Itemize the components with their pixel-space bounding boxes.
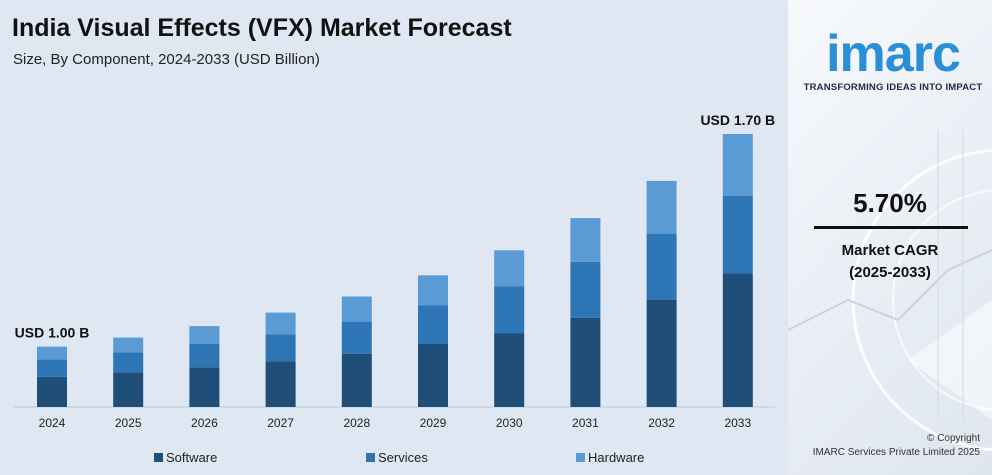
bar-hardware-2025: [113, 337, 144, 353]
chart-title: India Visual Effects (VFX) Market Foreca…: [12, 14, 512, 42]
legend-item-hardware: Hardware: [576, 450, 644, 465]
logo-wordmark: imarc: [826, 25, 961, 83]
bar-hardware-2028: [341, 296, 372, 322]
bar-hardware-2024: [37, 346, 67, 360]
copyright-symbol-text: © Copyright: [927, 433, 980, 444]
bar-services-2028: [341, 321, 372, 354]
bar-hardware-2029: [418, 275, 448, 306]
bar-services-2024: [37, 359, 67, 377]
bar-software-2025: [113, 372, 144, 407]
chart-panel: India Visual Effects (VFX) Market Foreca…: [0, 0, 788, 475]
imarc-logo: imarc TRANSFORMING IDEAS INTO IMPACT: [798, 28, 988, 93]
bar-software-2031: [570, 317, 601, 407]
bar-services-2025: [113, 352, 144, 373]
x-tick-label-2025: 2025: [115, 416, 142, 430]
x-tick-label-2031: 2031: [572, 416, 599, 430]
bar-software-2029: [418, 344, 448, 407]
bar-chart: 2024 2025 2026 2027 2028 2029 2030 2031 2032 2033…: [14, 112, 775, 430]
cagr-label-block: Market CAGR (2025-2033): [788, 240, 992, 284]
bar-software-2030: [494, 333, 525, 407]
legend-item-software: Software: [154, 450, 217, 465]
bar-services-2031: [570, 261, 601, 318]
value-annotation-2024: USD 1.00 B: [15, 325, 90, 341]
cagr-divider: [814, 226, 968, 229]
cagr-period: (2025-2033): [849, 264, 931, 281]
bar-software-2032: [646, 299, 677, 407]
bar-services-2029: [418, 305, 448, 344]
x-tick-label-2028: 2028: [343, 416, 370, 430]
software-swatch: [154, 453, 163, 462]
copyright-company: IMARC Services Private Limited 2025: [812, 447, 980, 458]
x-tick-label-2030: 2030: [496, 416, 523, 430]
bar-software-2027: [265, 361, 296, 407]
services-swatch: [366, 453, 375, 462]
x-tick-label-2029: 2029: [420, 416, 447, 430]
background-graph-decoration: [788, 130, 992, 452]
bar-hardware-2031: [570, 218, 601, 262]
cagr-label: Market CAGR: [841, 242, 939, 259]
bar-services-2030: [494, 286, 525, 334]
bar-services-2033: [722, 195, 753, 274]
bar-services-2032: [646, 233, 677, 300]
bar-hardware-2032: [646, 180, 677, 234]
legend-label-services: Services: [378, 450, 428, 465]
bar-hardware-2030: [494, 250, 525, 287]
bar-software-2028: [341, 353, 372, 407]
x-tick-label-2027: 2027: [267, 416, 294, 430]
bar-software-2033: [722, 273, 753, 407]
copyright-notice: © Copyright IMARC Services Private Limit…: [813, 432, 980, 460]
x-tick-label-2032: 2032: [648, 416, 675, 430]
bar-hardware-2027: [265, 312, 296, 335]
legend-label-hardware: Hardware: [588, 450, 645, 465]
bar-software-2024: [37, 376, 67, 407]
x-tick-label-2024: 2024: [39, 416, 66, 430]
chart-subtitle: Size, By Component, 2024-2033 (USD Billi…: [13, 51, 320, 68]
bar-software-2026: [189, 367, 220, 407]
hardware-swatch: [576, 453, 585, 462]
bar-hardware-2033: [722, 134, 753, 196]
bar-services-2027: [265, 334, 296, 362]
cagr-value: 5.70%: [853, 188, 927, 218]
bar-services-2026: [189, 344, 220, 368]
x-tick-label-2033: 2033: [724, 416, 751, 430]
bar-hardware-2026: [189, 326, 220, 345]
legend-label-software: Software: [166, 450, 218, 465]
value-annotation-2033: USD 1.70 B: [700, 112, 775, 128]
x-tick-label-2026: 2026: [191, 416, 218, 430]
side-panel: imarc TRANSFORMING IDEAS INTO IMPACT 5.7…: [788, 0, 992, 475]
legend-item-services: Services: [366, 450, 428, 465]
logo-tagline: TRANSFORMING IDEAS INTO IMPACT: [803, 82, 983, 93]
